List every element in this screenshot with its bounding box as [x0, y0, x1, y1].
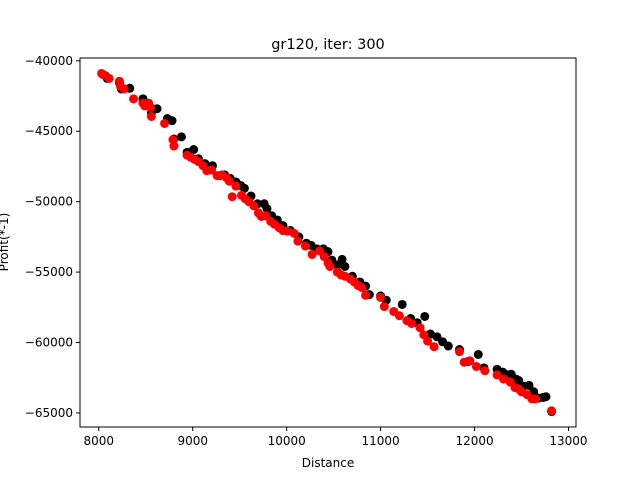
data-point-series-0-42	[337, 254, 347, 264]
data-point-series-0-50	[397, 299, 407, 309]
data-point-series-0-15	[189, 145, 199, 155]
y-axis-label: Profit(*-1)	[0, 213, 11, 272]
data-point-series-0-13	[176, 132, 186, 142]
data-point-series-1-14	[169, 141, 179, 151]
data-point-series-0-57	[443, 341, 453, 351]
plot-frame	[79, 57, 577, 428]
data-points	[97, 68, 557, 417]
data-point-series-1-69	[471, 361, 481, 371]
data-point-series-1-6	[129, 94, 139, 104]
data-point-series-1-26	[227, 192, 237, 202]
data-point-series-1-5	[119, 84, 129, 94]
data-point-series-1-12	[160, 118, 170, 128]
x-tick-label: 10000	[268, 434, 306, 448]
y-tick-label: −40000	[25, 54, 73, 68]
data-point-series-0-73	[541, 392, 551, 402]
data-point-series-1-2	[104, 73, 114, 83]
data-point-series-1-71	[492, 370, 502, 380]
y-tick-label: −55000	[25, 265, 73, 279]
data-point-series-0-25	[239, 183, 249, 193]
data-point-series-1-47	[325, 261, 335, 271]
data-point-series-1-11	[146, 111, 156, 121]
y-axis: −40000 −45000 −50000 −55000 −60000 −65000	[25, 54, 80, 420]
data-point-series-1-66	[455, 347, 465, 357]
data-point-series-1-70	[480, 366, 490, 376]
data-point-series-1-64	[423, 336, 433, 346]
data-point-series-1-27	[231, 181, 241, 191]
data-point-series-0-60	[473, 349, 483, 359]
data-point-series-1-79	[531, 394, 541, 404]
x-tick-label: 9000	[177, 434, 208, 448]
data-point-series-1-10	[145, 102, 155, 112]
data-point-series-1-42	[300, 241, 310, 251]
x-tick-label: 13000	[549, 434, 587, 448]
data-point-series-1-80	[547, 406, 557, 416]
y-tick-label: −50000	[25, 195, 73, 209]
data-point-series-1-68	[465, 356, 475, 366]
x-axis: 8000 9000 10000 11000 12000 13000	[84, 427, 588, 448]
chart-title: gr120, iter: 300	[271, 37, 385, 53]
data-point-series-1-54	[357, 283, 367, 293]
data-point-series-1-31	[249, 201, 259, 211]
data-point-series-1-62	[415, 323, 425, 333]
data-point-series-1-21	[207, 165, 217, 175]
data-point-series-1-61	[407, 318, 417, 328]
data-point-series-0-43	[340, 261, 350, 271]
data-point-series-1-25	[224, 176, 234, 186]
data-point-series-0-29	[262, 204, 272, 214]
x-axis-label: Distance	[302, 456, 354, 470]
data-point-series-1-65	[429, 342, 439, 352]
x-tick-label: 11000	[362, 434, 400, 448]
x-tick-label: 12000	[455, 434, 493, 448]
x-tick-label: 8000	[84, 434, 115, 448]
data-point-series-0-11	[167, 116, 177, 126]
data-point-series-0-69	[524, 380, 534, 390]
data-point-series-1-56	[376, 292, 386, 302]
data-point-series-1-55	[361, 290, 371, 300]
data-point-series-1-59	[394, 311, 404, 321]
y-tick-label: −45000	[25, 124, 73, 138]
data-point-series-0-53	[420, 311, 430, 321]
data-point-series-1-57	[379, 302, 389, 312]
y-tick-label: −60000	[25, 335, 73, 349]
y-tick-label: −65000	[25, 406, 73, 420]
data-point-series-1-40	[289, 228, 299, 238]
data-point-series-1-43	[307, 249, 317, 259]
data-point-series-1-41	[293, 236, 303, 246]
